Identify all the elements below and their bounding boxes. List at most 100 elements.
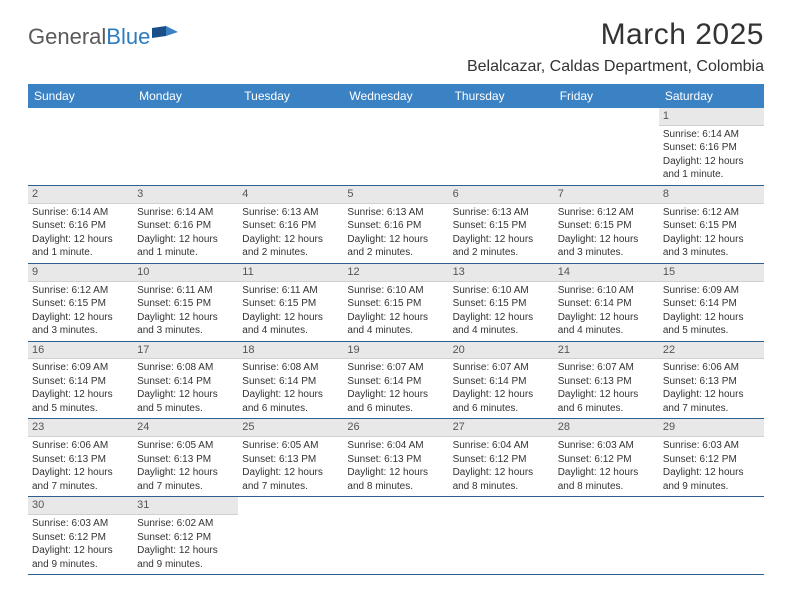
day-number: 7 (554, 186, 659, 204)
day-line: and 2 minutes. (242, 246, 339, 260)
day-line: and 4 minutes. (558, 324, 655, 338)
day-line: Sunset: 6:14 PM (347, 375, 444, 389)
day-line: Sunset: 6:15 PM (453, 219, 550, 233)
day-line: and 1 minute. (32, 246, 129, 260)
day-line: Sunset: 6:16 PM (663, 141, 760, 155)
day-line: Sunrise: 6:06 AM (32, 439, 129, 453)
day-cell (238, 108, 343, 185)
day-line: and 9 minutes. (32, 558, 129, 572)
day-line: Daylight: 12 hours (347, 388, 444, 402)
day-body: Sunrise: 6:02 AMSunset: 6:12 PMDaylight:… (133, 515, 238, 574)
day-cell: 7Sunrise: 6:12 AMSunset: 6:15 PMDaylight… (554, 186, 659, 263)
day-body: Sunrise: 6:07 AMSunset: 6:14 PMDaylight:… (449, 359, 554, 418)
day-cell: 13Sunrise: 6:10 AMSunset: 6:15 PMDayligh… (449, 264, 554, 341)
day-line: Sunrise: 6:08 AM (137, 361, 234, 375)
day-number: 23 (28, 419, 133, 437)
day-body: Sunrise: 6:14 AMSunset: 6:16 PMDaylight:… (659, 126, 764, 185)
day-body: Sunrise: 6:03 AMSunset: 6:12 PMDaylight:… (28, 515, 133, 574)
day-body: Sunrise: 6:06 AMSunset: 6:13 PMDaylight:… (28, 437, 133, 496)
day-line: and 4 minutes. (242, 324, 339, 338)
day-line: Sunrise: 6:03 AM (32, 517, 129, 531)
day-body: Sunrise: 6:11 AMSunset: 6:15 PMDaylight:… (238, 282, 343, 341)
day-line: Sunset: 6:14 PM (32, 375, 129, 389)
day-number: 14 (554, 264, 659, 282)
logo-text-2: Blue (106, 24, 150, 49)
day-line: Sunset: 6:14 PM (558, 297, 655, 311)
day-number: 22 (659, 342, 764, 360)
day-line: and 6 minutes. (558, 402, 655, 416)
day-body: Sunrise: 6:10 AMSunset: 6:15 PMDaylight:… (343, 282, 448, 341)
day-cell (343, 108, 448, 185)
day-line: Sunset: 6:12 PM (32, 531, 129, 545)
day-line: Sunrise: 6:13 AM (347, 206, 444, 220)
day-cell: 15Sunrise: 6:09 AMSunset: 6:14 PMDayligh… (659, 264, 764, 341)
day-line: Sunrise: 6:11 AM (137, 284, 234, 298)
day-number: 13 (449, 264, 554, 282)
day-cell (133, 108, 238, 185)
day-line: Daylight: 12 hours (32, 388, 129, 402)
day-number: 24 (133, 419, 238, 437)
day-line: Daylight: 12 hours (32, 233, 129, 247)
day-number: 17 (133, 342, 238, 360)
day-cell: 2Sunrise: 6:14 AMSunset: 6:16 PMDaylight… (28, 186, 133, 263)
day-cell: 16Sunrise: 6:09 AMSunset: 6:14 PMDayligh… (28, 342, 133, 419)
day-line: Daylight: 12 hours (32, 466, 129, 480)
day-header-cell: Tuesday (238, 84, 343, 108)
day-line: Sunrise: 6:07 AM (347, 361, 444, 375)
day-line: Sunrise: 6:04 AM (347, 439, 444, 453)
day-cell: 24Sunrise: 6:05 AMSunset: 6:13 PMDayligh… (133, 419, 238, 496)
day-line: Sunset: 6:13 PM (663, 375, 760, 389)
day-number: 31 (133, 497, 238, 515)
day-line: Sunset: 6:14 PM (663, 297, 760, 311)
day-line: and 4 minutes. (347, 324, 444, 338)
day-line: Sunrise: 6:12 AM (558, 206, 655, 220)
day-cell: 9Sunrise: 6:12 AMSunset: 6:15 PMDaylight… (28, 264, 133, 341)
day-line: and 9 minutes. (663, 480, 760, 494)
day-number: 1 (659, 108, 764, 126)
day-line: and 7 minutes. (32, 480, 129, 494)
day-line: Sunrise: 6:04 AM (453, 439, 550, 453)
day-line: Daylight: 12 hours (558, 311, 655, 325)
day-cell: 3Sunrise: 6:14 AMSunset: 6:16 PMDaylight… (133, 186, 238, 263)
day-header-row: SundayMondayTuesdayWednesdayThursdayFrid… (28, 84, 764, 108)
day-body: Sunrise: 6:07 AMSunset: 6:14 PMDaylight:… (343, 359, 448, 418)
day-number: 10 (133, 264, 238, 282)
day-body: Sunrise: 6:05 AMSunset: 6:13 PMDaylight:… (238, 437, 343, 496)
day-body: Sunrise: 6:13 AMSunset: 6:15 PMDaylight:… (449, 204, 554, 263)
day-line: Sunset: 6:14 PM (137, 375, 234, 389)
day-line: Sunset: 6:15 PM (558, 219, 655, 233)
day-line: Sunset: 6:12 PM (663, 453, 760, 467)
day-line: and 1 minute. (663, 168, 760, 182)
day-cell: 30Sunrise: 6:03 AMSunset: 6:12 PMDayligh… (28, 497, 133, 574)
day-cell: 17Sunrise: 6:08 AMSunset: 6:14 PMDayligh… (133, 342, 238, 419)
day-line: and 7 minutes. (663, 402, 760, 416)
day-body: Sunrise: 6:03 AMSunset: 6:12 PMDaylight:… (659, 437, 764, 496)
day-body: Sunrise: 6:08 AMSunset: 6:14 PMDaylight:… (133, 359, 238, 418)
day-number: 20 (449, 342, 554, 360)
day-line: and 8 minutes. (453, 480, 550, 494)
day-body: Sunrise: 6:04 AMSunset: 6:13 PMDaylight:… (343, 437, 448, 496)
day-line: Daylight: 12 hours (242, 311, 339, 325)
day-cell: 11Sunrise: 6:11 AMSunset: 6:15 PMDayligh… (238, 264, 343, 341)
day-number: 21 (554, 342, 659, 360)
day-cell: 1Sunrise: 6:14 AMSunset: 6:16 PMDaylight… (659, 108, 764, 185)
day-line: Daylight: 12 hours (242, 233, 339, 247)
day-line: Daylight: 12 hours (663, 155, 760, 169)
day-number: 3 (133, 186, 238, 204)
day-body: Sunrise: 6:12 AMSunset: 6:15 PMDaylight:… (554, 204, 659, 263)
day-line: Sunrise: 6:10 AM (558, 284, 655, 298)
day-line: Daylight: 12 hours (663, 466, 760, 480)
day-number: 2 (28, 186, 133, 204)
day-body: Sunrise: 6:09 AMSunset: 6:14 PMDaylight:… (659, 282, 764, 341)
day-line: Sunrise: 6:05 AM (137, 439, 234, 453)
day-line: Sunrise: 6:09 AM (663, 284, 760, 298)
day-line: Sunrise: 6:10 AM (453, 284, 550, 298)
day-line: Daylight: 12 hours (137, 233, 234, 247)
day-number: 4 (238, 186, 343, 204)
day-number: 15 (659, 264, 764, 282)
day-line: and 3 minutes. (32, 324, 129, 338)
day-line: Daylight: 12 hours (32, 311, 129, 325)
day-header-cell: Thursday (449, 84, 554, 108)
logo-flag-icon (152, 24, 178, 46)
day-number: 16 (28, 342, 133, 360)
